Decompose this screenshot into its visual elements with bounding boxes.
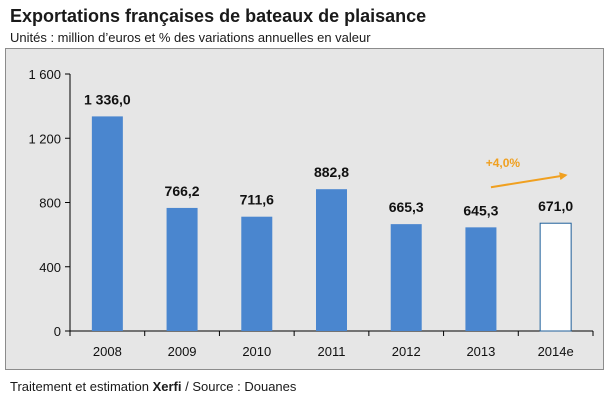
chart-subtitle: Unités : million d’euros et % des variat… — [10, 30, 371, 45]
y-tick-label: 1 600 — [28, 67, 61, 82]
data-label-2014e: 671,0 — [538, 198, 573, 214]
bar-2008 — [91, 116, 123, 331]
chart-frame: 0 400 800 1 200 1 600 1 336,0 2008 766,2 2009 711… — [5, 48, 604, 370]
data-label-2009: 766,2 — [165, 183, 200, 199]
source-prefix: Traitement et estimation — [10, 379, 153, 394]
bar-2011 — [316, 189, 347, 331]
x-tick-label-2013: 2013 — [466, 344, 495, 359]
data-label-2012: 665,3 — [389, 199, 424, 215]
source-suffix: / Source : Douanes — [181, 379, 297, 394]
growth-arrow — [490, 172, 568, 189]
chart-source: Traitement et estimation Xerfi / Source … — [10, 379, 296, 394]
x-tick-label-2014e: 2014e — [538, 344, 574, 359]
x-tick-label-2008: 2008 — [93, 344, 122, 359]
bar-2009 — [166, 207, 198, 331]
x-tick-label-2012: 2012 — [392, 344, 421, 359]
source-brand: Xerfi — [152, 379, 182, 394]
bar-2014e — [539, 222, 572, 332]
bar-2010 — [241, 216, 273, 331]
data-label-2011: 882,8 — [314, 164, 349, 180]
growth-annotation: +4,0% — [486, 156, 521, 170]
x-tick-label-2011: 2011 — [318, 344, 346, 359]
data-label-2013: 645,3 — [463, 202, 498, 218]
x-tick-label-2009: 2009 — [168, 344, 197, 359]
bar-2012 — [390, 224, 422, 331]
data-label-2010: 711,6 — [240, 192, 274, 208]
y-tick-label: 1 200 — [28, 131, 61, 146]
y-tick-label: 800 — [39, 196, 61, 211]
bar-2013 — [465, 227, 497, 331]
bar-chart: 0 400 800 1 200 1 600 1 336,0 2008 766,2 2009 711… — [28, 67, 594, 359]
chart-title: Exportations françaises de bateaux de pl… — [10, 6, 427, 26]
data-label-2008: 1 336,0 — [84, 91, 131, 107]
y-tick-label: 0 — [54, 324, 61, 339]
x-tick-label-2010: 2010 — [242, 344, 271, 359]
y-tick-label: 400 — [39, 260, 61, 275]
